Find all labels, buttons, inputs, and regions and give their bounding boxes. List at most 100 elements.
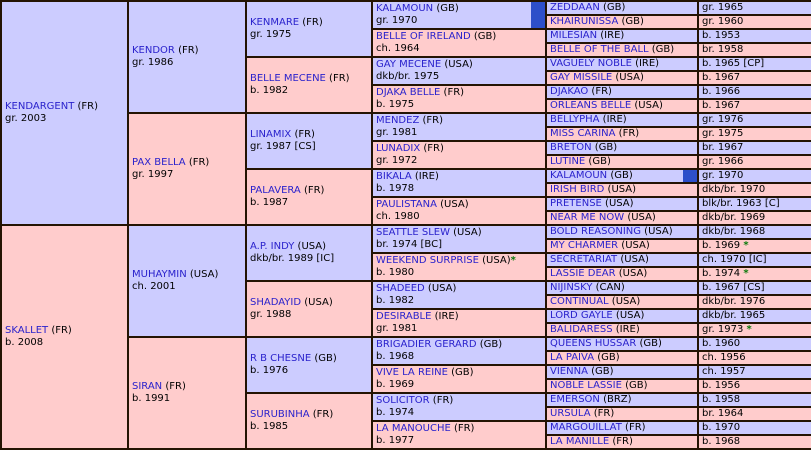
color-year-text: ch. 1964 [376,43,420,54]
horse-name-link[interactable]: PAX BELLA [132,157,186,168]
horse-name-link[interactable]: SIRAN [132,381,163,392]
pedigree-row: NOBLE LASSIE (GB) b. 1956 [1,378,811,394]
pedigree-cell-gen5-29-name: URSULA (FR) [545,406,699,422]
horse-name-link[interactable]: IRISH BIRD [550,184,605,195]
horse-name-link[interactable]: LORD GAYLE [550,310,613,321]
pedigree-row: BELLE OF IRELAND (GB) ch. 1964 MILESIAN (I… [1,28,811,58]
horse-name-link[interactable]: BELLE OF THE BALL [550,44,649,55]
country-code: (FR) [621,422,646,433]
horse-name-link[interactable]: SKALLET [5,325,49,336]
horse-name-link[interactable]: KALAMOUN [376,3,434,14]
horse-name-link[interactable]: PALAVERA [250,185,301,196]
pedigree-cell-gen5-5-year: b. 1967 [697,70,811,86]
pedigree-cell-gen5-1-year: gr. 1960 [697,14,811,30]
horse-name-link[interactable]: SEATTLE SLEW [376,227,450,238]
pedigree-cell-gen5-11-year: gr. 1966 [697,154,811,170]
horse-name-link[interactable]: KENDOR [132,45,175,56]
horse-name-link[interactable]: SECRETARIAT [550,254,618,265]
horse-name-link[interactable]: LINAMIX [250,129,292,140]
horse-name-link[interactable]: MISS CARINA [550,128,616,139]
horse-name-link[interactable]: EMERSON [550,394,600,405]
horse-name-link[interactable]: A.P. INDY [250,241,295,252]
horse-name-link[interactable]: BALIDARESS [550,324,613,335]
horse-name-link[interactable]: NEAR ME NOW [550,212,625,223]
horse-name-link[interactable]: VIVE LA REINE [376,367,448,378]
horse-name-link[interactable]: CONTINUAL [550,296,609,307]
horse-name-link[interactable]: VAGUELY NOBLE [550,58,632,69]
color-year-text: gr. 1981 [376,127,418,138]
horse-name-link[interactable]: KENDARGENT [5,101,75,112]
horse-name-link[interactable]: LA PAIVA [550,352,595,363]
horse-name-link[interactable]: MUHAYMIN [132,269,187,280]
country-code: (GB) [476,339,503,350]
pedigree-cell-gen5-10-name: BRETON (GB) [545,140,699,156]
country-code: (USA) [624,212,656,223]
pedigree-cell-gen5-9-year: gr. 1975 [697,126,811,142]
horse-name-link[interactable]: BRETON [550,142,592,153]
horse-name-link[interactable]: BELLE OF IRELAND [376,31,471,42]
horse-name-link[interactable]: GAY MISSILE [550,72,613,83]
horse-name-link[interactable]: ORLEANS BELLE [550,100,632,111]
horse-name-link[interactable]: KENMARE [250,17,300,28]
horse-name-link[interactable]: BELLYPHA [550,114,600,125]
horse-name-link[interactable]: DJAKA BELLE [376,87,441,98]
horse-name-link[interactable]: BIKALA [376,171,412,182]
horse-name-link[interactable]: LUNADIX [376,143,421,154]
color-year-text: dkb/br. 1968 [702,226,766,237]
horse-name-link[interactable]: PRETENSE [550,198,602,209]
horse-name-link[interactable]: NOBLE LASSIE [550,380,622,391]
horse-name-link[interactable]: BRIGADIER GERARD [376,339,477,350]
horse-name-link[interactable]: MENDEZ [376,115,420,126]
horse-name-link[interactable]: SHADAYID [250,297,302,308]
pedigree-cell-gen4-8: SEATTLE SLEW (USA) br. 1974 [BC] [371,224,547,254]
horse-name-link[interactable]: SURUBINHA [250,409,310,420]
horse-name-link[interactable]: ZEDDAAN [550,2,600,13]
horse-name-link[interactable]: PAULISTANA [376,199,437,210]
horse-name-link[interactable]: R B CHESNE [250,353,312,364]
country-code: (GB) [648,44,675,55]
horse-name-link[interactable]: KHAIRUNISSA [550,16,619,27]
horse-name-link[interactable]: MILESIAN [550,30,598,41]
pedigree-row: SHADAYID (USA) gr. 1988 SHADEED (USA) b. 19… [1,280,811,338]
horse-name-link[interactable]: SOLICITOR [376,395,430,406]
country-code: (FR) [420,143,444,154]
horse-name-link[interactable]: SHADEED [376,283,425,294]
pedigree-cell-gen5-14-name: PRETENSE (USA) [545,196,699,212]
horse-name-link[interactable]: URSULA [550,408,591,419]
horse-name-link[interactable]: NIJINSKY [550,282,593,293]
horse-name-link[interactable]: VIENNA [550,366,588,377]
horse-name-link[interactable]: MARGOUILLAT [550,422,622,433]
horse-name-link[interactable]: QUEENS HUSSAR [550,338,637,349]
color-year-text: gr. 1973 [702,324,744,335]
country-code: (GB) [591,142,618,153]
horse-name-link[interactable]: MY CHARMER [550,240,619,251]
pedigree-cell-gen3-7: SURUBINHA (FR) b. 1985 [245,392,373,450]
pedigree-cell-gen3-3: PALAVERA (FR) b. 1987 [245,168,373,226]
horse-name-link[interactable]: LA MANILLE [550,436,610,447]
horse-name-link[interactable]: LASSIE DEAR [550,268,616,279]
color-year-text: b. 1977 [376,435,415,446]
horse-name-link[interactable]: KALAMOUN [550,170,608,181]
color-year-text: gr. 1981 [376,323,418,334]
horse-name-link[interactable]: BELLE MECENE [250,73,326,84]
horse-name-link[interactable]: WEEKEND SURPRISE [376,255,479,266]
pedigree-row: WEEKEND SURPRISE (USA)* b. 1980 SECRETARIA… [1,252,811,282]
pedigree-cell-gen5-12-name: KALAMOUN (GB) [545,168,699,184]
horse-name-link[interactable]: GAY MECENE [376,59,442,70]
pedigree-cell-gen5-16-year: dkb/br. 1968 [697,224,811,240]
pedigree-cell-gen2-3: SIRAN (FR) b. 1991 [127,336,247,450]
country-code: (USA) [618,240,650,251]
pedigree-cell-gen5-17-year: b. 1969 * [697,238,811,254]
pedigree-cell-gen5-15-year: dkb/br. 1969 [697,210,811,226]
pedigree-cell-gen5-15-name: NEAR ME NOW (USA) [545,210,699,226]
horse-name-link[interactable]: DESIRABLE [376,311,432,322]
color-year-text: ch. 1956 [702,352,746,363]
horse-name-link[interactable]: LUTINE [550,156,586,167]
pedigree-row: LASSIE DEAR (USA) b. 1974 * [1,266,811,282]
country-code: (FR) [609,436,633,447]
pedigree-cell-gen5-3-year: br. 1958 [697,42,811,58]
country-code: (FR) [162,381,186,392]
horse-name-link[interactable]: DJAKAO [550,86,589,97]
horse-name-link[interactable]: BOLD REASONING [550,226,641,237]
